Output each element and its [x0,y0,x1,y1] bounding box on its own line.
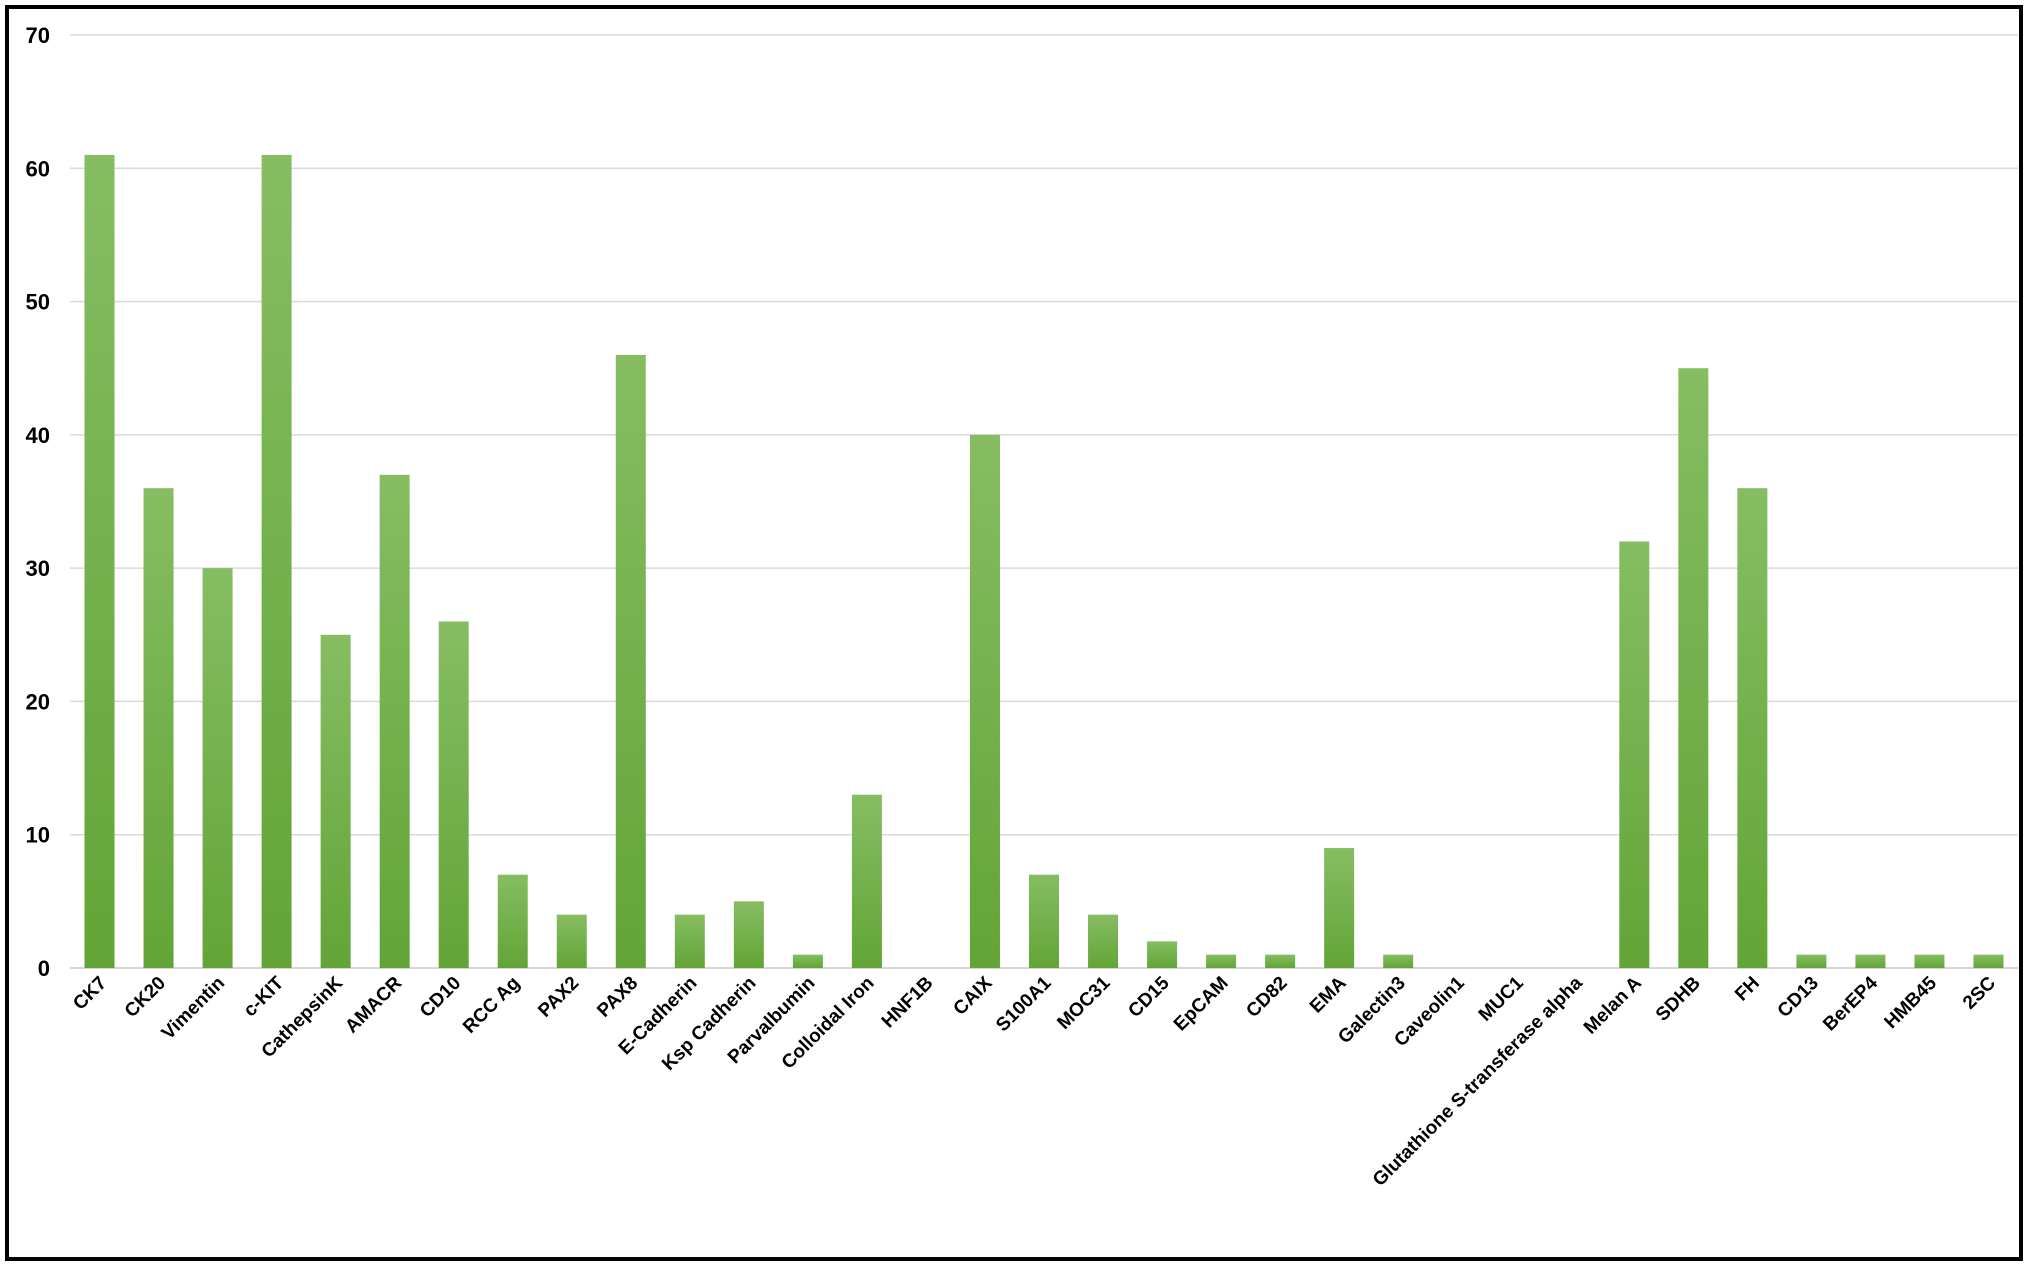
x-tick-label: CD15 [1124,972,1174,1022]
bar-9 [615,354,646,968]
bar-0 [84,154,115,968]
x-tick-label: CD13 [1774,973,1823,1022]
bar-15 [969,434,1000,968]
bar-27 [1678,368,1709,968]
gridlines [70,34,2018,969]
bar-13 [851,794,882,968]
x-tick-label: c-KIT [240,972,289,1021]
x-tick-label: CD10 [416,973,465,1022]
y-tick-label: 50 [26,290,50,315]
bar-10 [674,914,705,968]
x-tick-label: BerEP4 [1819,972,1882,1035]
y-tick-label: 20 [26,689,50,714]
y-axis-ticks: 0 10 20 30 40 50 60 70 [26,23,50,981]
bar-30 [1855,954,1886,968]
x-tick-label: HMB45 [1881,972,1942,1033]
bar-16 [1029,874,1059,968]
bar-20 [1265,954,1296,968]
x-tick-label: RCC Ag [459,973,524,1038]
x-tick-label: CK7 [69,973,111,1015]
bar-4 [320,634,351,968]
x-tick-label: MOC31 [1053,972,1114,1033]
y-tick-label: 40 [26,423,50,448]
x-tick-label: CK20 [121,973,170,1022]
x-tick-label: HNF1B [878,973,938,1033]
bar-5 [379,474,410,968]
x-tick-label: 2SC [1959,972,2000,1013]
x-tick-label: S100A1 [992,972,1056,1036]
bar-17 [1088,914,1119,968]
bar-2 [202,568,233,968]
x-tick-label: PAX8 [593,973,642,1022]
bar-8 [556,914,587,968]
bar-32 [1973,954,2004,968]
bar-1 [143,488,174,968]
x-tick-label: PAX2 [534,973,583,1022]
y-tick-label: 10 [26,823,50,848]
bar-22 [1383,954,1414,968]
bars [84,154,2004,968]
bar-19 [1206,954,1237,968]
bar-6 [438,621,469,968]
x-tick-label: CD82 [1242,973,1291,1022]
y-tick-label: 30 [26,556,50,581]
y-tick-label: 70 [26,23,50,48]
bar-29 [1796,954,1827,968]
bar-28 [1737,488,1768,968]
x-tick-label: FH [1731,973,1764,1006]
x-tick-label: SDHB [1652,973,1705,1026]
x-tick-label: AMACR [341,972,406,1037]
bar-18 [1147,941,1178,968]
bar-21 [1324,848,1355,968]
x-tick-label: CAIX [950,972,997,1019]
bar-31 [1914,954,1945,968]
x-tick-label: MUC1 [1475,972,1528,1025]
x-tick-label: Glutathione S-transferase alpha [1369,972,1587,1190]
y-tick-label: 60 [26,156,50,181]
x-tick-label: Melan A [1580,972,1646,1038]
x-tick-label: EpCAM [1170,973,1233,1036]
bar-12 [792,954,823,968]
y-tick-label: 0 [38,956,50,981]
x-tick-label: EMA [1306,972,1351,1017]
bar-26 [1619,541,1650,968]
bar-11 [733,901,764,968]
bar-3 [261,154,292,968]
bar-7 [497,874,528,968]
x-tick-label: Vimentin [158,973,229,1044]
